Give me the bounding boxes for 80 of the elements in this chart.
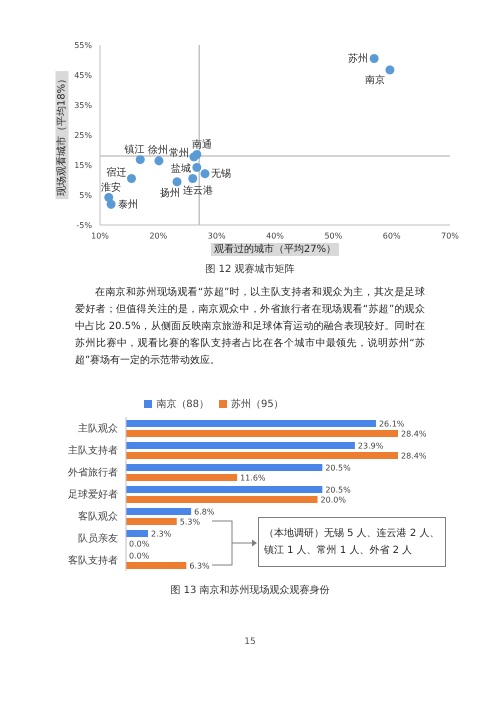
bar [126,518,177,525]
series-label: 扬州 [160,186,180,198]
series-label: 泰州 [118,198,138,210]
y-tick-label: 客队观众 [78,510,118,523]
data-label: 0.0% [129,551,150,560]
data-label: 5.3% [180,517,200,526]
legend-label: 南京（88） [156,399,209,410]
point [192,162,202,172]
data-label: 28.4% [401,451,427,460]
y-tick-label: 55% [74,40,92,50]
series-label: 宿迁 [106,166,126,178]
point [136,155,145,164]
y-tick-label: 客队支持者 [68,554,118,567]
bar [126,420,376,427]
data-label: 0.0% [129,539,150,548]
series-label: 南通 [192,138,212,150]
legend-label: 苏州（95） [231,399,284,410]
y-tick-label: 足球爱好者 [68,488,118,501]
point [385,65,394,74]
bar [126,486,322,493]
y-tick-label: 外省旅行者 [68,466,118,479]
data-label: 28.4% [401,429,427,438]
bar [126,562,186,569]
annotation: （本地调研）无锡 5 人、连云港 2 人、镇江 1 人、常州 1 人、外省 2 人 [264,526,440,558]
series-label: 无锡 [211,168,231,180]
series-label: 淮安 [100,180,121,193]
data-label: 20.5% [325,485,352,494]
y-tick-label: 15% [74,160,92,170]
series-label: 镇江 [123,143,144,156]
point [154,156,164,166]
point [188,174,198,184]
bar [126,452,398,459]
point [370,54,379,64]
y-tick-label: 主队观众 [78,422,118,435]
bar [126,508,192,515]
bar [126,442,355,449]
y-tick-label: -5% [76,220,92,230]
text: 图 12 观赛城市矩阵 [204,262,296,276]
point [172,177,182,186]
x-tick-label: 10% [91,232,110,241]
y-tick-label: 25% [74,130,92,140]
bar [126,530,148,537]
y-tick-label: 主队支持者 [68,444,118,457]
series-label: 徐州 [148,143,168,156]
series-label: 盐城 [170,162,191,174]
data-label: 20.5% [325,463,352,472]
bar [126,474,238,481]
series-label: 南京 [364,73,385,86]
y-tick-label: 35% [74,100,92,110]
series-label: 连云港 [182,184,213,196]
data-label: 2.3% [151,529,172,538]
x-axis-title: 观看过的城市（平均27%） [210,243,340,256]
series-label: 常州 [168,146,189,158]
x-tick-label: 40% [266,232,284,241]
data-label: 26.1% [378,419,405,428]
x-tick-label: 30% [208,232,226,241]
text: 15 [243,637,257,647]
data-label: 6.8% [194,507,215,516]
y-axis-title: 现场观看城市（平均18%） [56,70,68,200]
point [200,169,210,178]
x-tick-label: 20% [149,232,168,241]
y-tick-label: 5% [79,190,92,200]
y-tick-label: 45% [74,70,92,80]
text: 在南京和苏州现场观看“苏超”时，以主队支持者和观众为主，其次是足球爱好者；但值得关注的是，南京观众中，外省旅行者在现场观看“苏超”的观众中占比 20.5%，从侧面反映南京旅游和足球体育运动的融合表现较好。同时在苏州比赛中，观看比赛的客队支持者占比在各个城市中最领先，说明苏州“苏超”赛场有一定的示范带动效应。 [75,286,425,368]
x-tick-label: 60% [382,232,401,241]
point [126,174,136,184]
data-label: 23.9% [358,441,384,450]
bar [126,430,398,437]
bar [126,464,322,471]
y-tick-label: 队员亲友 [78,532,118,545]
series-label: 苏州 [348,52,368,64]
bar [126,496,318,503]
text: 图 13 南京和苏州现场观众观赛身份 [169,584,331,597]
point [189,152,198,162]
data-label: 6.3% [189,561,210,570]
data-label: 11.6% [240,473,266,482]
x-tick-label: 70% [441,232,460,241]
data-label: 20.0% [320,495,346,504]
point [106,200,116,209]
x-tick-label: 50% [324,232,343,241]
